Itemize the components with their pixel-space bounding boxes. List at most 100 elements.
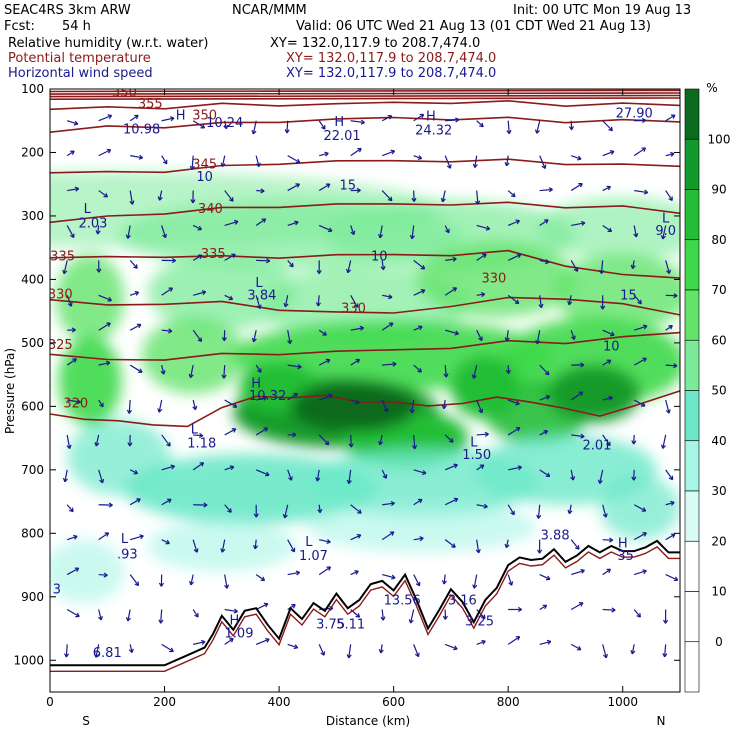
- field-theta-coords: XY= 132.0,117.9 to 208.7,474.0: [286, 51, 496, 66]
- wind-arrowhead: [74, 186, 80, 192]
- wind-vector: [350, 504, 362, 514]
- wind-arrowhead: [660, 234, 666, 240]
- wind-arrowhead: [417, 367, 422, 373]
- wind-arrowhead: [606, 568, 612, 574]
- wind-vector: [221, 539, 226, 553]
- wind-vector: [255, 638, 270, 645]
- wind-arrowhead: [411, 445, 418, 450]
- wind-arrowhead: [543, 430, 549, 435]
- wind-vector: [602, 224, 612, 232]
- wind-arrowhead: [642, 569, 647, 575]
- y-tick-label: 900: [21, 590, 44, 604]
- wind-arrowhead: [641, 147, 647, 152]
- wind-arrowhead: [377, 233, 384, 239]
- colorbar-swatch: [684, 339, 700, 391]
- wind-vector: [98, 114, 112, 122]
- colorbar-tick-label: 100: [708, 132, 731, 146]
- wind-arrowhead: [106, 148, 112, 154]
- contour-label: 15: [620, 289, 637, 304]
- wind-arrowhead: [133, 264, 138, 269]
- wind-arrowhead: [221, 336, 227, 342]
- wind-vector: [255, 364, 262, 373]
- wind-vector: [568, 295, 572, 305]
- wind-arrowhead: [157, 408, 163, 413]
- wind-arrowhead: [420, 265, 426, 270]
- wind-arrowhead: [378, 649, 384, 654]
- wind-vector: [602, 186, 611, 192]
- rh-region: [141, 317, 245, 394]
- wind-vector: [413, 326, 423, 331]
- wind-vector: [413, 364, 422, 373]
- plot-area: 355350345340335335330330330325320350H10.…: [50, 89, 680, 692]
- wind-vector: [381, 115, 392, 122]
- wind-vector: [158, 190, 163, 201]
- terrain-theta-line: [50, 546, 680, 672]
- theta-contour-line: [50, 97, 680, 100]
- wind-arrowhead: [261, 218, 267, 223]
- wind-vector: [350, 120, 365, 124]
- wind-arrowhead: [578, 182, 583, 188]
- wind-vector: [631, 644, 635, 655]
- wind-vector: [129, 114, 139, 122]
- contour-label: 320: [63, 397, 88, 412]
- wind-vector: [66, 358, 77, 366]
- wind-arrowhead: [134, 114, 139, 120]
- wind-arrowhead: [577, 155, 582, 161]
- theta-contour-line: [50, 99, 680, 111]
- field-wind-name: Horizontal wind speed: [8, 66, 153, 81]
- wind-vector: [571, 569, 585, 576]
- wind-vector: [98, 469, 104, 484]
- wind-arrowhead: [138, 154, 144, 160]
- wind-arrowhead: [640, 402, 646, 407]
- wind-arrowhead: [662, 619, 669, 624]
- contour-label: H: [426, 110, 436, 125]
- wind-arrowhead: [220, 548, 226, 553]
- wind-arrowhead: [346, 479, 352, 484]
- wind-vector: [443, 574, 446, 585]
- wind-vector: [381, 190, 393, 202]
- wind-arrowhead: [224, 584, 230, 589]
- wind-arrowhead: [452, 256, 457, 262]
- wind-arrowhead: [288, 476, 293, 481]
- wind-vector: [161, 155, 168, 165]
- direction-south: S: [82, 714, 90, 728]
- contour-label: 10: [371, 249, 388, 264]
- wind-vector: [189, 364, 194, 378]
- wind-arrowhead: [315, 477, 321, 482]
- wind-vector: [409, 609, 415, 624]
- wind-arrowhead: [231, 253, 236, 259]
- wind-arrowhead: [542, 604, 548, 610]
- wind-arrowhead: [133, 469, 139, 475]
- wind-arrowhead: [580, 433, 585, 439]
- wind-vector: [193, 291, 206, 296]
- wind-arrowhead: [668, 196, 673, 201]
- wind-arrowhead: [544, 219, 549, 224]
- wind-arrowhead: [255, 162, 261, 168]
- theta-contour-line: [50, 331, 680, 361]
- wind-vector: [602, 608, 616, 611]
- wind-arrowhead: [481, 614, 486, 620]
- wind-vector: [256, 189, 265, 192]
- rh-region: [67, 419, 171, 496]
- wind-vector: [413, 289, 426, 296]
- wind-arrowhead: [69, 233, 75, 239]
- wind-vector: [224, 574, 228, 589]
- wind-vector: [224, 294, 233, 300]
- wind-arrowhead: [515, 219, 520, 225]
- wind-arrowhead: [201, 290, 207, 296]
- wind-arrowhead: [221, 374, 227, 379]
- wind-arrowhead: [483, 503, 488, 509]
- wind-arrowhead: [637, 299, 642, 305]
- wind-arrowhead: [642, 532, 647, 537]
- wind-vector: [318, 120, 326, 130]
- contour-label: 9.0: [655, 224, 676, 239]
- wind-vector: [129, 644, 133, 653]
- y-tick-label: 100: [21, 82, 44, 96]
- wind-arrowhead: [417, 498, 423, 504]
- wind-vector: [318, 183, 331, 192]
- wind-arrowhead: [608, 537, 614, 543]
- colorbar-tick-label: 90: [711, 183, 726, 197]
- wind-vector: [602, 359, 612, 366]
- wind-arrowhead: [94, 442, 100, 447]
